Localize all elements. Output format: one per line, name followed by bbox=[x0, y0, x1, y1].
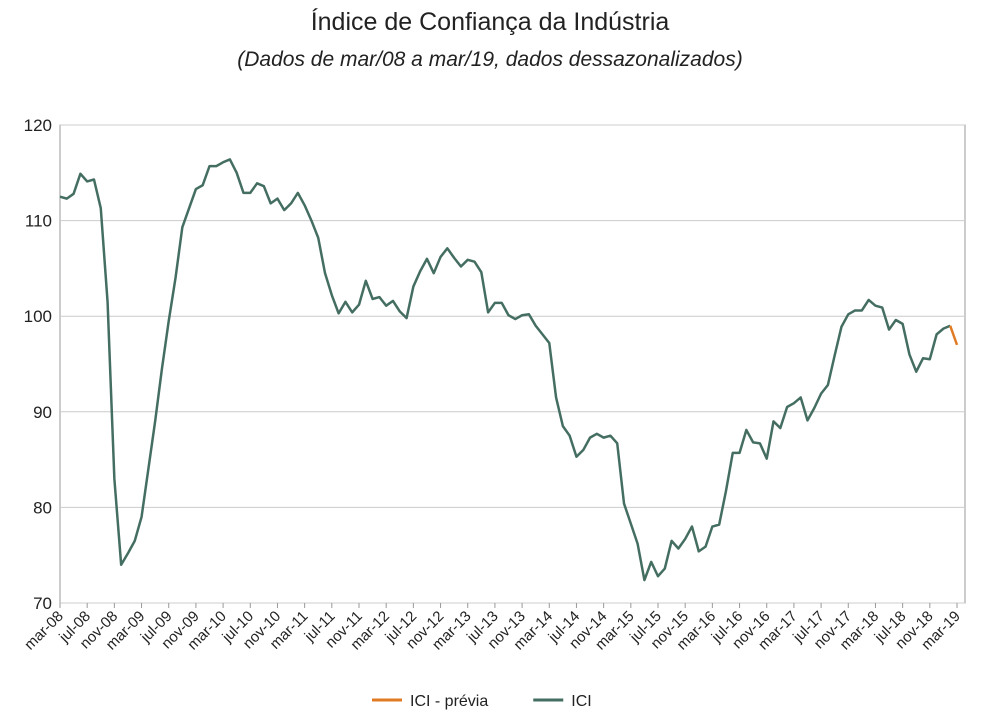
plot-area bbox=[59, 124, 966, 604]
y-tick-label: 120 bbox=[24, 116, 52, 135]
y-tick-label: 100 bbox=[24, 307, 52, 326]
legend-label: ICI bbox=[571, 693, 591, 710]
chart-subtitle: (Dados de mar/08 a mar/19, dados dessazo… bbox=[237, 48, 742, 71]
series-line bbox=[59, 158, 951, 582]
chart-title: Índice de Confiança da Indústria bbox=[311, 7, 670, 36]
legend-label: ICI - prévia bbox=[410, 693, 488, 710]
y-tick-label: 110 bbox=[25, 212, 52, 231]
y-tick-label: 90 bbox=[33, 403, 52, 422]
y-tick-label: 80 bbox=[33, 498, 52, 517]
series-line bbox=[949, 325, 959, 346]
y-tick-label: 70 bbox=[33, 594, 52, 613]
